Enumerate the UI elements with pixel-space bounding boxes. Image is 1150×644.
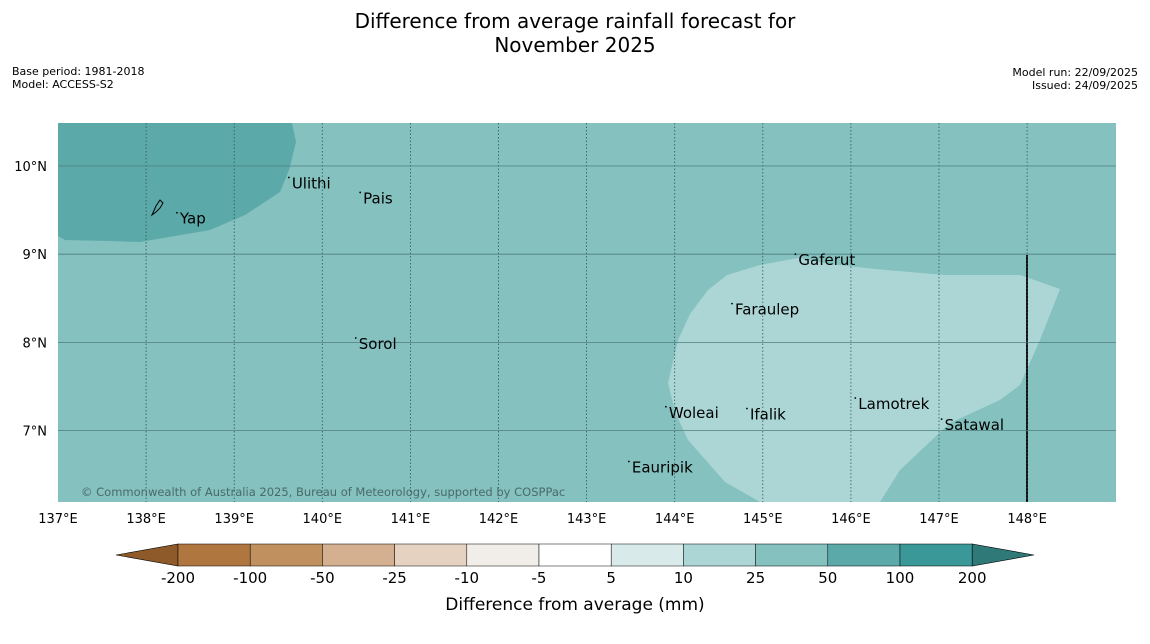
- colorbar-tick-label: 10: [674, 569, 693, 587]
- colorbar-swatch: [899, 543, 973, 567]
- lon-tick-labels: 137°E 138°E 139°E 140°E 141°E 142°E 143°E 144°E…: [38, 512, 1047, 527]
- place-label: Ifalik: [750, 406, 786, 424]
- colorbar-tick-label: -5: [532, 569, 547, 587]
- colorbar-swatch: [394, 543, 468, 567]
- meta-right: Model run: 22/09/2025 Issued: 24/09/2025: [1012, 66, 1138, 92]
- copyright-text: © Commonwealth of Australia 2025, Bureau…: [81, 485, 565, 499]
- lon-tick-label: 148°E: [1007, 512, 1047, 527]
- place-label: Ulithi: [292, 174, 331, 192]
- colorbar-swatch: [827, 543, 901, 567]
- colorbar-tick-label: -100: [233, 569, 267, 587]
- place-label: Eauripik: [632, 458, 693, 476]
- colorbar-swatch: [322, 543, 395, 567]
- lon-tick-label: 146°E: [831, 512, 871, 527]
- place-label: Gaferut: [798, 251, 855, 269]
- lon-tick-label: 141°E: [391, 512, 431, 527]
- colorbar-tick-label: 25: [746, 569, 765, 587]
- title-line-2: November 2025: [494, 33, 656, 57]
- colorbar-extend-low: [115, 543, 179, 567]
- place-label: Yap: [179, 210, 206, 228]
- place-marker: [746, 407, 748, 410]
- lon-tick-label: 140°E: [303, 512, 343, 527]
- colorbar-tick-label: -50: [310, 569, 335, 587]
- lat-tick-label: 8°N: [23, 336, 48, 351]
- map-title: Difference from average rainfall forecas…: [0, 9, 1150, 57]
- lon-tick-label: 142°E: [479, 512, 519, 527]
- lat-tick-label: 7°N: [23, 425, 48, 440]
- place-labels: Yap Ulithi Pais Gaferut Faraulep Sorol Lamotre…: [150, 174, 1004, 476]
- base-period-text: Base period: 1981-2018: [12, 65, 145, 78]
- colorbar-swatch: [610, 543, 684, 567]
- lon-tick-label: 137°E: [38, 512, 78, 527]
- colorbar-tick-label: -25: [382, 569, 407, 587]
- colorbar-tick-label: 200: [958, 569, 987, 587]
- place-marker: [794, 253, 797, 256]
- lat-tick-label: 9°N: [23, 248, 48, 263]
- wet-region-west: [58, 123, 296, 242]
- issued-text: Issued: 24/09/2025: [1031, 79, 1138, 92]
- colorbar: -200 -100 -50 -25 -10 -5 5 10 25 50 100 200: [115, 543, 1035, 587]
- place-marker: [940, 418, 943, 421]
- map-field: [58, 123, 1116, 502]
- colorbar-tick-label: 50: [818, 569, 837, 587]
- model-text: Model: ACCESS-S2: [12, 78, 114, 91]
- place-label: Satawal: [945, 416, 1004, 434]
- lon-tick-label: 138°E: [126, 512, 166, 527]
- lat-tick-labels: 10°N 9°N 8°N 7°N: [14, 160, 47, 440]
- graticule: [58, 123, 1116, 502]
- colorbar-swatch: [683, 543, 756, 567]
- yap-island-outline: [150, 199, 164, 217]
- place-label: Woleai: [669, 404, 719, 422]
- colorbar-swatch: [177, 543, 251, 567]
- model-run-text: Model run: 22/09/2025: [1012, 66, 1138, 79]
- place-marker: [287, 176, 290, 179]
- place-label: Lamotrek: [858, 395, 929, 413]
- colorbar-swatch: [249, 543, 323, 567]
- place-label: Pais: [363, 189, 393, 207]
- lon-tick-label: 144°E: [655, 512, 695, 527]
- lat-tick-label: 10°N: [14, 160, 47, 175]
- place-marker: [627, 460, 630, 463]
- place-marker: [664, 405, 667, 408]
- colorbar-tick-label: -10: [455, 569, 480, 587]
- place-marker: [359, 191, 362, 194]
- lon-tick-label: 139°E: [214, 512, 254, 527]
- place-marker: [176, 211, 178, 214]
- place-label: Faraulep: [735, 301, 799, 319]
- light-region-east: [668, 258, 1060, 502]
- colorbar-tick-label: 5: [606, 569, 616, 587]
- place-marker: [354, 337, 357, 339]
- lon-tick-label: 145°E: [743, 512, 783, 527]
- lon-tick-label: 143°E: [567, 512, 607, 527]
- place-label: Sorol: [359, 335, 397, 353]
- colorbar-tick-label: -200: [161, 569, 195, 587]
- colorbar-tick-label: 100: [886, 569, 915, 587]
- colorbar-title: Difference from average (mm): [445, 595, 704, 615]
- lon-tick-label: 147°E: [919, 512, 959, 527]
- place-marker: [731, 302, 733, 305]
- colorbar-swatch: [466, 543, 540, 567]
- title-line-1: Difference from average rainfall forecas…: [354, 9, 796, 33]
- colorbar-swatch: [755, 543, 829, 567]
- meta-left: Base period: 1981-2018 Model: ACCESS-S2: [12, 65, 144, 91]
- place-marker: [854, 397, 857, 399]
- colorbar-swatch: [538, 543, 612, 567]
- colorbar-extend-high: [971, 543, 1035, 567]
